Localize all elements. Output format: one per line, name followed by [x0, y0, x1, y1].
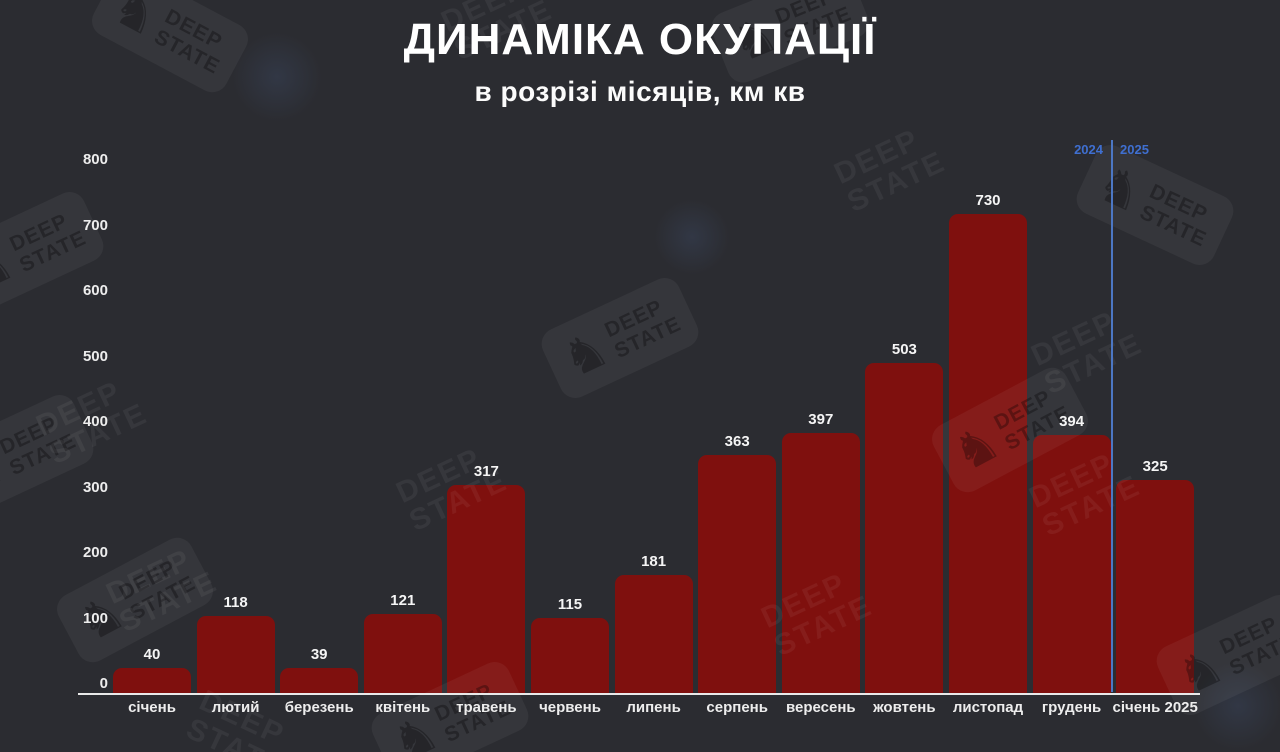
month-label: травень [456, 699, 517, 716]
bar-липень [614, 575, 693, 694]
y-tick-label: 300 [82, 478, 108, 496]
month-label: січень 2025 [1112, 699, 1198, 716]
month-label: грудень [1041, 699, 1102, 716]
value-label: 363 [724, 433, 750, 450]
month-label: липень [626, 699, 681, 716]
year-divider-line [1111, 140, 1113, 692]
deepstate-watermark-badge: ♞ DEEP STATE [1071, 139, 1239, 271]
value-label: 325 [1142, 458, 1168, 475]
y-tick-label: 100 [82, 609, 108, 627]
value-label: 118 [223, 594, 248, 611]
bar-квітень [363, 614, 442, 694]
bar-вересень [781, 433, 860, 694]
month-label: вересень [785, 699, 856, 716]
page-title: ДИНАМІКА ОКУПАЦІЇ [403, 15, 877, 64]
bar-червень [531, 618, 609, 694]
x-axis-line [78, 693, 1200, 695]
value-label: 40 [143, 646, 161, 663]
bar-листопад [949, 214, 1027, 694]
bar-березень [280, 668, 359, 694]
value-label: 730 [975, 192, 1001, 209]
bar-жовтень [865, 363, 944, 694]
knight-icon: ♞ [553, 319, 618, 390]
value-label: 121 [390, 592, 416, 609]
deepstate-watermark-badge: ♞ DEEP STATE [536, 272, 704, 404]
value-label: 115 [557, 596, 583, 613]
watermark-globe-glow [1193, 661, 1280, 751]
bar-серпень [698, 455, 777, 694]
y-tick-label: 400 [82, 413, 108, 430]
month-label: жовтень [873, 699, 936, 716]
month-label: квітень [375, 699, 431, 716]
value-label: 317 [473, 463, 499, 480]
watermark-brand-text: DEEP STATE [115, 555, 200, 625]
value-label: 181 [641, 553, 667, 570]
value-label: 394 [1059, 413, 1085, 430]
month-label: червень [539, 699, 601, 716]
y-tick-label: 500 [82, 347, 108, 365]
value-label: 39 [310, 646, 328, 663]
deepstate-watermark-badge: ♞ DEEP STATE [0, 389, 99, 521]
month-label: лютий [211, 699, 260, 716]
page-subtitle: в розрізі місяців, км кв [474, 76, 806, 107]
watermark-brand-text: DEEP STATE [601, 295, 685, 364]
watermark-globe-glow [654, 199, 730, 275]
y-tick-label: 600 [82, 282, 108, 299]
bar-лютий [196, 616, 275, 694]
bar-травень [447, 485, 526, 694]
y-tick-label: 700 [82, 216, 108, 234]
month-label: березень [284, 699, 354, 716]
knight-icon: ♞ [0, 233, 23, 304]
bar-грудень [1032, 435, 1111, 694]
knight-icon: ♞ [0, 436, 13, 507]
bar-січень [113, 668, 191, 694]
watermark-brand-text: DEEP STATE [1136, 179, 1212, 252]
y-tick-label: 800 [82, 151, 108, 168]
month-label: січень [128, 699, 176, 716]
month-label: серпень [706, 699, 768, 716]
watermark-globe-glow [232, 32, 322, 122]
value-label: 503 [891, 341, 917, 358]
year-label-2024: 2024 [1074, 142, 1103, 157]
knight-icon: ♞ [1088, 153, 1153, 224]
year-label-2025: 2025 [1120, 142, 1149, 157]
bar-січень 2025 [1116, 480, 1195, 694]
y-tick-label: 0 [99, 675, 108, 692]
value-label: 397 [808, 411, 834, 428]
y-tick-label: 200 [82, 544, 108, 561]
month-label: листопад [952, 699, 1024, 716]
